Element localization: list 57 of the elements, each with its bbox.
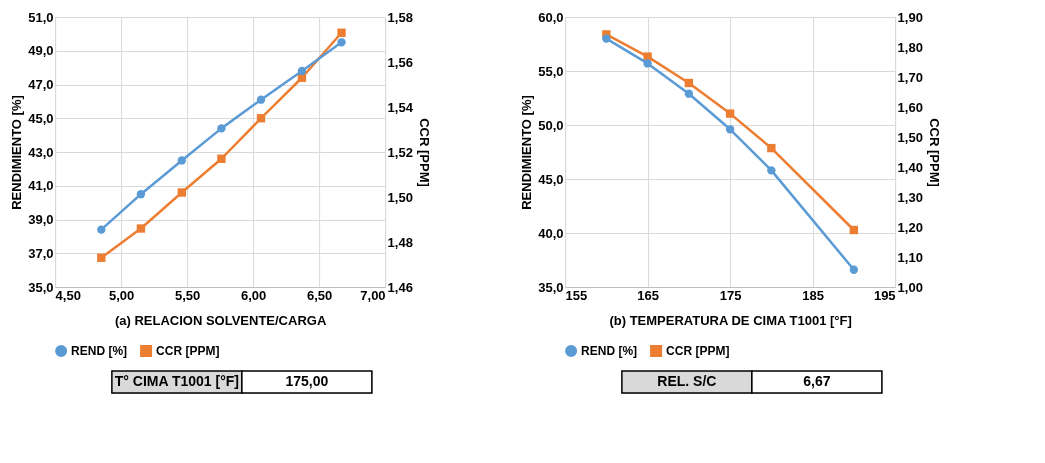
y2-tick-label: 1,80 xyxy=(897,39,923,55)
x-tick-label: 195 xyxy=(873,287,896,303)
y2-tick-label: 1,50 xyxy=(897,129,923,145)
x-tick-label: 4,50 xyxy=(55,287,81,303)
x-tick-label: 185 xyxy=(802,287,824,303)
y-tick-label: 45,0 xyxy=(28,110,54,126)
y2-tick-label: 1,60 xyxy=(897,99,923,115)
x-tick-label: 165 xyxy=(637,287,659,303)
x-tick-label: 5,50 xyxy=(174,287,201,303)
y2-tick-label: 1,56 xyxy=(387,54,413,70)
x-tick-label: 6,00 xyxy=(240,287,267,303)
text: REL. S/C xyxy=(657,373,717,389)
legend-label: REND [%] xyxy=(71,344,128,358)
text: 6,67 xyxy=(803,373,831,389)
y2-tick-label: 1,50 xyxy=(387,189,413,205)
y-tick-label: 51,0 xyxy=(28,9,54,25)
legend-label: CCR [PPM] xyxy=(666,344,730,358)
y2-axis-title: CCR [PPM] xyxy=(926,118,942,187)
x-axis-title: (a) RELACION SOLVENTE/CARGA xyxy=(114,312,327,328)
y-tick-label: 55,0 xyxy=(538,63,564,79)
y-tick-label: 37,0 xyxy=(28,245,54,261)
y2-tick-label: 1,20 xyxy=(897,219,923,235)
y-tick-label: 40,0 xyxy=(538,225,564,241)
y-axis-title: RENDIMIENTO [%] xyxy=(519,95,535,210)
y2-tick-label: 1,90 xyxy=(897,9,923,25)
y2-tick-label: 1,10 xyxy=(897,249,923,265)
y2-tick-label: 1,70 xyxy=(897,69,923,85)
y-tick-label: 41,0 xyxy=(28,178,54,194)
y-tick-label: 49,0 xyxy=(28,43,54,59)
text: 175,00 xyxy=(285,373,329,389)
y-tick-label: 39,0 xyxy=(28,212,54,227)
y-tick-label: 50,0 xyxy=(538,117,564,133)
x-tick-label: 6,50 xyxy=(306,287,333,303)
y-tick-label: 35,0 xyxy=(28,279,54,295)
y-tick-label: 45,0 xyxy=(538,171,564,187)
legend-label: REND [%] xyxy=(581,344,638,358)
legend-label: CCR [PPM] xyxy=(156,344,220,358)
x-tick-label: 5,00 xyxy=(108,287,135,303)
y2-tick-label: 1,58 xyxy=(387,9,413,25)
text: T° CIMA T1001 [°F] xyxy=(114,373,239,389)
y2-tick-label: 1,40 xyxy=(897,159,923,175)
y-tick-label: 60,0 xyxy=(538,9,564,25)
y2-tick-label: 1,54 xyxy=(387,99,414,115)
x-tick-label: 155 xyxy=(565,287,588,303)
x-tick-label: 7,00 xyxy=(360,287,386,303)
x-axis-title: (b) TEMPERATURA DE CIMA T1001 [°F] xyxy=(609,312,852,328)
y2-tick-label: 1,52 xyxy=(387,144,413,160)
y-tick-label: 47,0 xyxy=(28,77,54,92)
y2-tick-label: 1,00 xyxy=(897,279,923,295)
y-tick-label: 43,0 xyxy=(28,144,54,160)
y2-axis-title: CCR [PPM] xyxy=(416,118,432,187)
y2-tick-label: 1,30 xyxy=(897,189,923,205)
y-axis-title: RENDIMIENTO [%] xyxy=(9,95,25,210)
y2-tick-label: 1,48 xyxy=(387,234,413,250)
x-tick-label: 175 xyxy=(719,287,742,303)
y2-tick-label: 1,46 xyxy=(387,279,413,295)
y-tick-label: 35,0 xyxy=(538,279,564,295)
